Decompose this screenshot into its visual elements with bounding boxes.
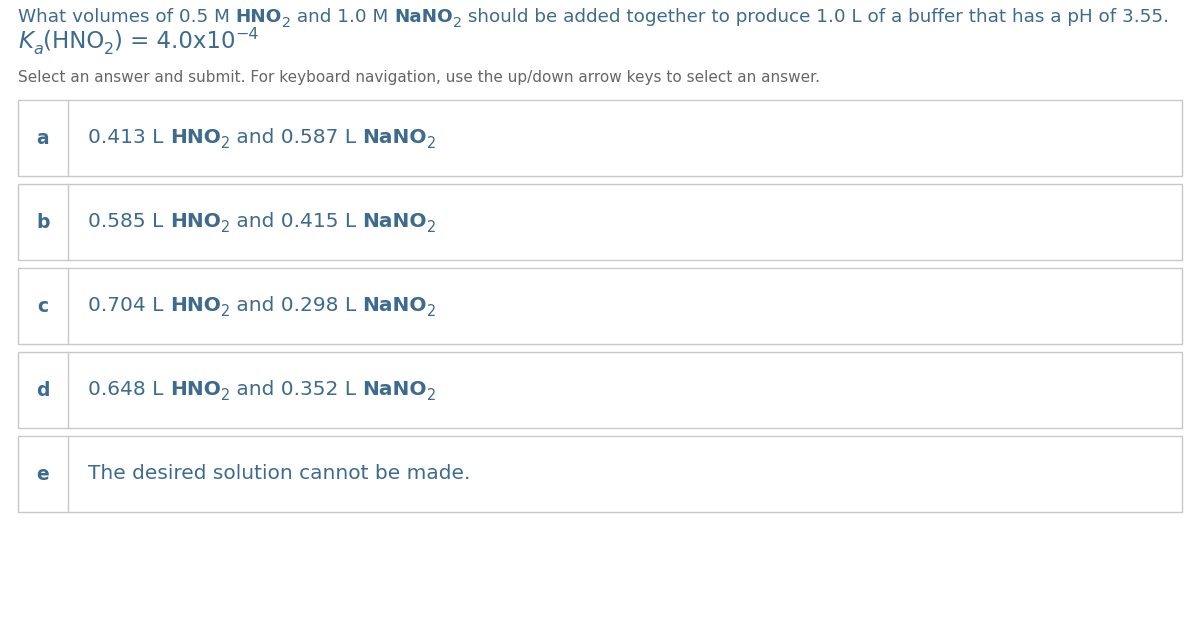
Text: and 0.298 L: and 0.298 L	[230, 296, 362, 315]
Text: HNO: HNO	[169, 128, 221, 147]
Text: 0.413 L: 0.413 L	[88, 128, 169, 147]
Text: K: K	[18, 30, 34, 53]
Text: −4: −4	[235, 27, 259, 42]
Text: a: a	[37, 128, 49, 147]
Text: The desired solution cannot be made.: The desired solution cannot be made.	[88, 464, 470, 483]
Text: NaNO: NaNO	[362, 296, 427, 315]
Text: NaNO: NaNO	[362, 380, 427, 399]
Text: NaNO: NaNO	[394, 8, 452, 26]
Text: 0.648 L: 0.648 L	[88, 380, 169, 399]
Text: 2: 2	[427, 388, 436, 403]
Text: NaNO: NaNO	[362, 128, 427, 147]
Text: 2: 2	[427, 304, 436, 319]
Text: 0.704 L: 0.704 L	[88, 296, 169, 315]
Text: (HNO: (HNO	[43, 30, 104, 53]
Text: NaNO: NaNO	[362, 212, 427, 231]
Text: 2: 2	[221, 388, 230, 403]
Text: b: b	[36, 212, 49, 231]
Text: HNO: HNO	[169, 212, 221, 231]
Text: 2: 2	[427, 220, 436, 235]
Text: Select an answer and submit. For keyboard navigation, use the up/down arrow keys: Select an answer and submit. For keyboar…	[18, 70, 820, 85]
Text: What volumes of 0.5 M: What volumes of 0.5 M	[18, 8, 235, 26]
Text: HNO: HNO	[169, 296, 221, 315]
Text: 0.585 L: 0.585 L	[88, 212, 169, 231]
Text: 2: 2	[427, 136, 436, 151]
Text: 2: 2	[282, 16, 292, 30]
Text: and 1.0 M: and 1.0 M	[292, 8, 394, 26]
Text: should be added together to produce 1.0 L of a buffer that has a pH of 3.55.: should be added together to produce 1.0 …	[462, 8, 1169, 26]
Text: 2: 2	[221, 220, 229, 235]
Text: 2: 2	[221, 136, 230, 151]
Text: HNO: HNO	[235, 8, 282, 26]
Text: 2: 2	[452, 16, 462, 30]
Text: and 0.352 L: and 0.352 L	[230, 380, 362, 399]
Text: and 0.587 L: and 0.587 L	[230, 128, 362, 147]
Text: c: c	[37, 297, 48, 315]
Text: e: e	[37, 465, 49, 484]
Text: and 0.415 L: and 0.415 L	[229, 212, 362, 231]
Text: 2: 2	[104, 42, 114, 57]
Text: ) = 4.0x10: ) = 4.0x10	[114, 30, 235, 53]
Text: d: d	[36, 381, 49, 399]
Text: a: a	[34, 42, 43, 57]
Text: 2: 2	[221, 304, 230, 319]
Text: HNO: HNO	[169, 380, 221, 399]
